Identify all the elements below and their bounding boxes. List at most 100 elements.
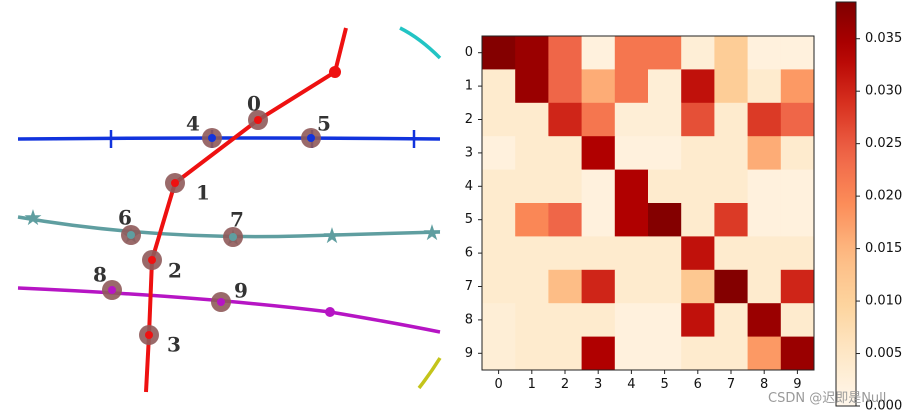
x-tick-label: 9 (793, 377, 801, 392)
heatmap-cell-8-0 (482, 303, 516, 337)
x-tick-label: 2 (561, 377, 569, 392)
red-marker (329, 66, 341, 78)
heatmap-cell-6-9 (780, 236, 815, 271)
heatmap-cell-6-8 (747, 236, 782, 271)
heatmap: 0 1 2 3 4 5 6 7 8 9 0 1 2 3 4 5 6 7 8 9 (465, 35, 815, 392)
heatmap-cell-1-8 (747, 69, 782, 104)
colorbar-tick-label: 0.025 (865, 136, 902, 151)
graph-node-label-1: 1 (196, 181, 210, 205)
graph-node-label-3: 3 (167, 333, 181, 357)
colorbar-ticks: 0.000 0.005 0.010 0.015 0.020 0.025 0.030 0.035 (856, 31, 902, 413)
y-tick-label: 0 (465, 45, 473, 60)
heatmap-cell-5-0 (482, 203, 516, 237)
heatmap-cell-3-7 (714, 136, 748, 170)
heatmap-cell-2-2 (548, 102, 582, 137)
y-tick-label: 5 (465, 212, 473, 227)
teal-star-marker: ★ (422, 221, 442, 246)
purple-marker (325, 307, 335, 317)
heatmap-cell-2-7 (714, 102, 748, 137)
graph-node-label-9: 9 (234, 279, 248, 303)
heatmap-cell-7-2 (548, 269, 582, 304)
graph-node-label-7: 7 (230, 208, 244, 232)
heatmap-cell-9-1 (515, 336, 549, 371)
x-tick-label: 5 (660, 377, 668, 392)
heatmap-cell-9-5 (648, 336, 682, 371)
heatmap-cell-7-5 (648, 269, 682, 304)
graph-node-core-1 (171, 179, 179, 187)
graph-node-core-3 (145, 331, 153, 339)
heatmap-cell-6-1 (515, 236, 549, 271)
graph-node-core-0 (254, 116, 262, 124)
heatmap-cell-0-9 (780, 36, 815, 70)
heatmap-cell-3-5 (648, 136, 682, 170)
graph-node-core-5 (307, 134, 315, 142)
graph-node-label-2: 2 (168, 259, 182, 283)
graph-node-core-2 (148, 256, 156, 264)
teal-star-marker: ★ (23, 206, 43, 231)
heatmap-cell-8-3 (581, 303, 616, 337)
heatmap-cell-6-3 (581, 236, 616, 271)
heatmap-cell-3-8 (747, 136, 782, 170)
heatmap-cells (482, 36, 815, 371)
colorbar-tick-label: 0.000 (865, 399, 902, 413)
heatmap-cell-7-6 (681, 269, 715, 304)
heatmap-cell-1-9 (780, 69, 815, 104)
graph-node-core-6 (127, 231, 135, 239)
y-tick-label: 7 (465, 279, 473, 294)
heatmap-cell-1-1 (515, 69, 549, 104)
heatmap-cell-0-1 (515, 36, 549, 70)
heatmap-cell-1-0 (482, 69, 516, 104)
graph-node-core-4 (208, 134, 216, 142)
graph-node-core-8 (108, 286, 116, 294)
heatmap-cell-9-4 (614, 336, 649, 371)
heatmap-cell-5-7 (714, 203, 748, 237)
heatmap-cell-9-7 (714, 336, 748, 371)
heatmap-cell-1-2 (548, 69, 582, 104)
heatmap-cell-1-5 (648, 69, 682, 104)
x-axis-ticks: 0 1 2 3 4 5 6 7 8 9 (494, 370, 802, 392)
blue-line (17, 136, 441, 141)
heatmap-cell-9-3 (581, 336, 616, 371)
heatmap-cell-5-6 (681, 203, 715, 237)
heatmap-cell-4-3 (581, 169, 616, 204)
heatmap-cell-3-0 (482, 136, 516, 170)
heatmap-cell-6-0 (482, 236, 516, 271)
colorbar-tick-label: 0.035 (865, 31, 902, 46)
heatmap-cell-7-8 (747, 269, 782, 304)
node-layer: 0 1 2 3 4 5 6 7 8 9 (93, 92, 331, 357)
heatmap-cell-3-2 (548, 136, 582, 170)
heatmap-cell-6-5 (648, 236, 682, 271)
heatmap-cell-4-6 (681, 169, 715, 204)
heatmap-cell-1-3 (581, 69, 616, 104)
graph-node-label-6: 6 (118, 206, 132, 230)
heatmap-cell-7-3 (581, 269, 616, 304)
heatmap-cell-9-2 (548, 336, 582, 371)
graph-node-label-8: 8 (93, 263, 107, 287)
heatmap-cell-5-5 (648, 203, 682, 237)
heatmap-cell-5-8 (747, 203, 782, 237)
x-tick-label: 1 (528, 377, 536, 392)
graph-node-core-7 (229, 233, 237, 241)
heatmap-cell-7-7 (714, 269, 748, 304)
heatmap-cell-8-5 (648, 303, 682, 337)
heatmap-cell-0-5 (648, 36, 682, 70)
heatmap-cell-3-1 (515, 136, 549, 170)
heatmap-cell-2-8 (747, 102, 782, 137)
heatmap-cell-8-1 (515, 303, 549, 337)
heatmap-cell-8-6 (681, 303, 715, 337)
y-tick-label: 1 (465, 79, 473, 94)
watermark: CSDN @迟即是Null (768, 391, 886, 406)
heatmap-cell-6-2 (548, 236, 582, 271)
heatmap-cell-3-3 (581, 136, 616, 170)
heatmap-cell-1-4 (614, 69, 649, 104)
heatmap-cell-3-6 (681, 136, 715, 170)
heatmap-cell-5-9 (780, 203, 815, 237)
heatmap-cell-0-7 (714, 36, 748, 70)
heatmap-cell-7-1 (515, 269, 549, 304)
heatmap-cell-2-9 (780, 102, 815, 137)
y-axis-ticks: 0 1 2 3 4 5 6 7 8 9 (465, 45, 482, 361)
teal-line (17, 215, 441, 239)
heatmap-cell-4-5 (648, 169, 682, 204)
heatmap-cell-1-7 (714, 69, 748, 104)
